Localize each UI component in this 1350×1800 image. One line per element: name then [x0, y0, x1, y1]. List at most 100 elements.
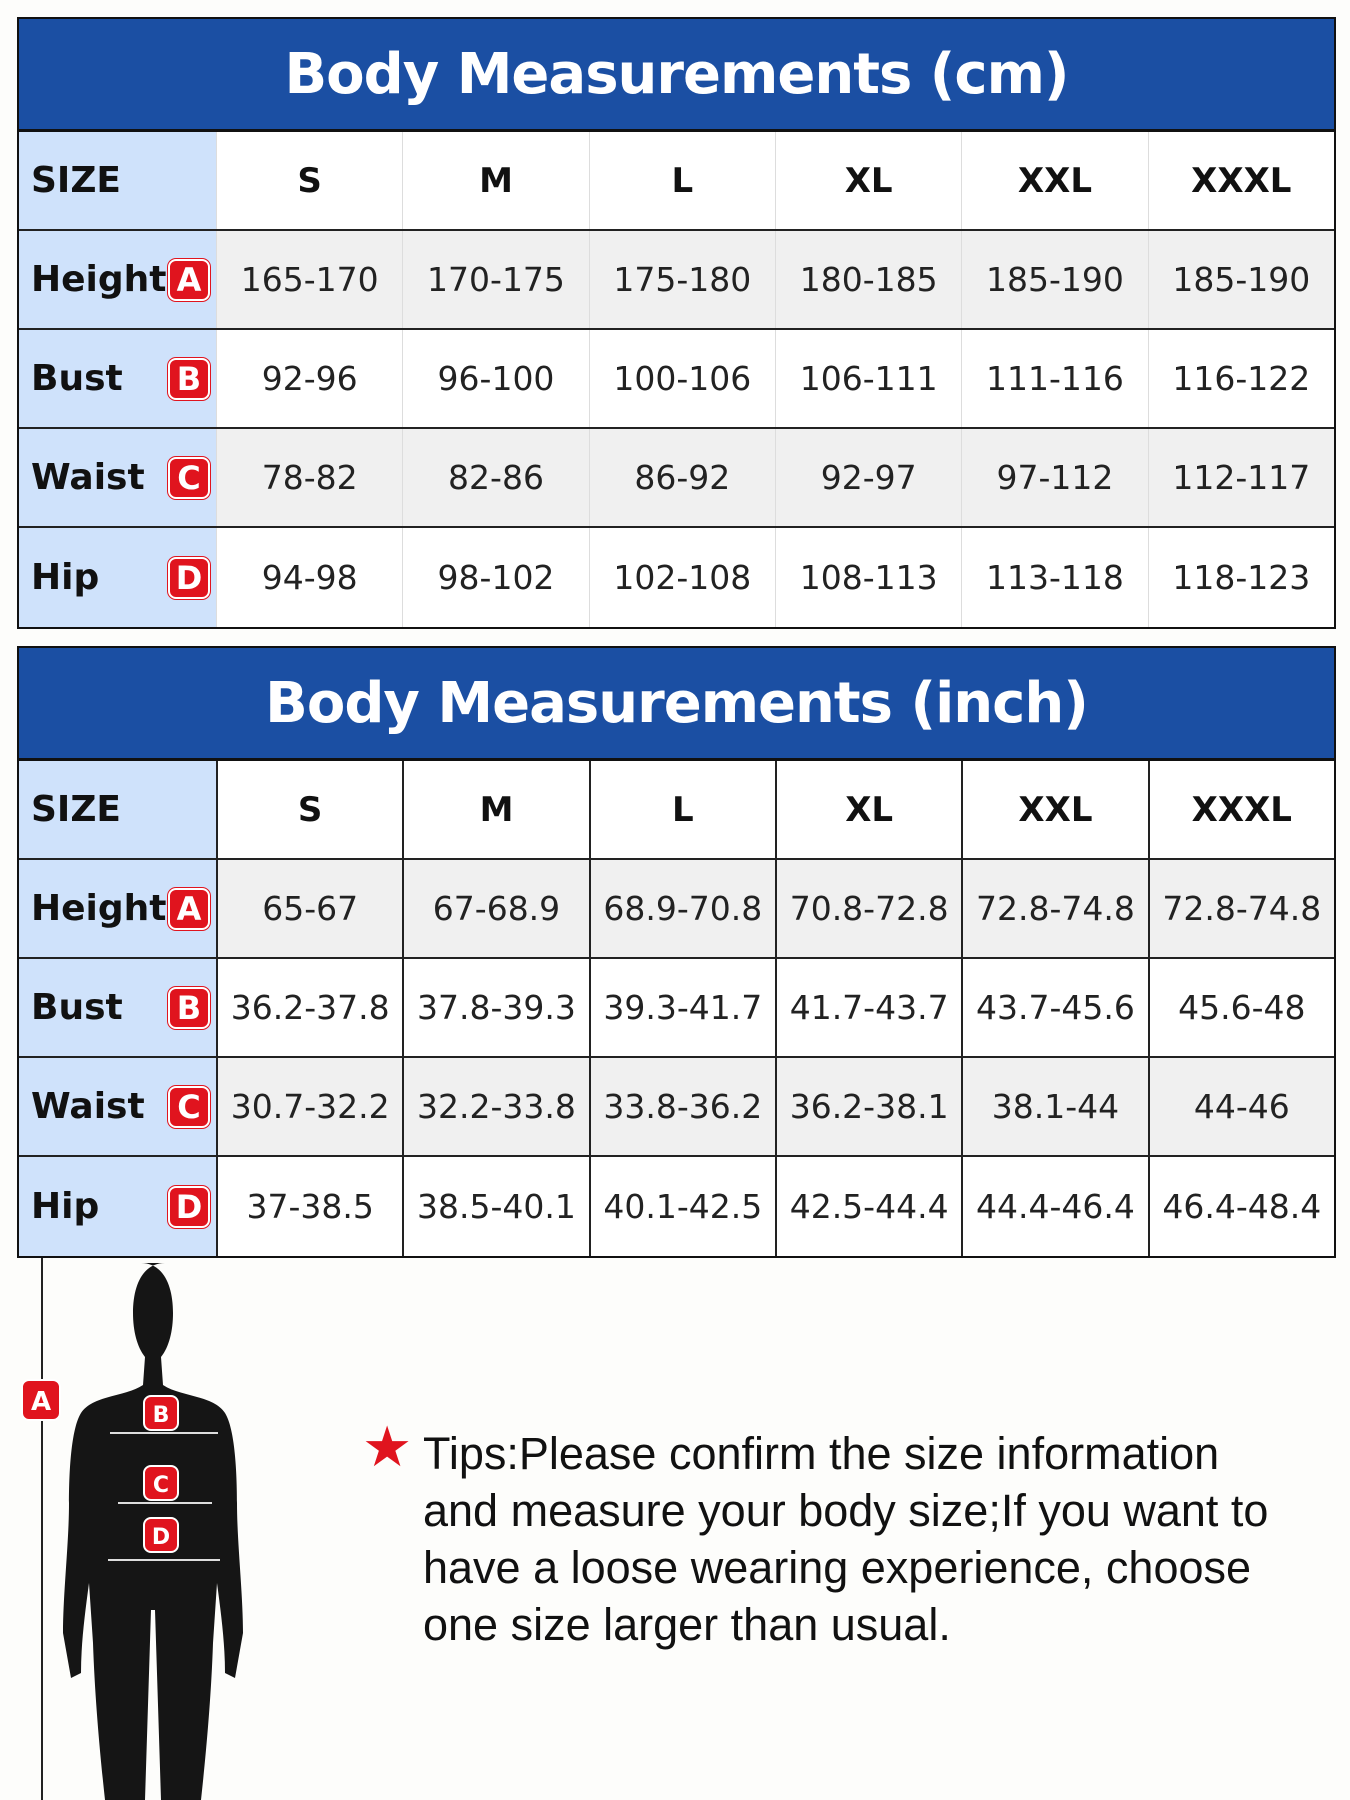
cm-table: Body Measurements (cm) SIZE S M L XL XXL XXXL He…	[17, 17, 1336, 629]
table-cell: 92-97	[774, 429, 962, 526]
size-label: SIZE	[19, 132, 216, 229]
table-cell: 38.1-44	[961, 1058, 1148, 1155]
table-cell: 82-86	[402, 429, 589, 526]
inch-table: Body Measurements (inch) SIZE S M L XL XXL XXXL…	[17, 646, 1336, 1258]
badge-d: D	[143, 1517, 179, 1553]
table-cell: 68.9-70.8	[588, 860, 775, 957]
badge-icon: A	[168, 258, 210, 301]
star-icon: ★	[362, 1415, 413, 1480]
table-cell: 97-112	[961, 429, 1148, 526]
table-cell: 102-108	[588, 528, 775, 627]
badge-icon: C	[168, 1085, 210, 1128]
row-label-text: Bust	[31, 987, 123, 1028]
table-cell: 40.1-42.5	[588, 1157, 775, 1256]
table-title: Body Measurements (inch)	[19, 648, 1334, 761]
badge-icon: C	[168, 456, 210, 499]
tips-text: Tips:Please confirm the size information…	[423, 1428, 1269, 1650]
table-cell: 92-96	[216, 330, 403, 427]
table-cell: 98-102	[402, 528, 589, 627]
row-label: Bust B	[19, 959, 216, 1056]
size-header-cell: XXXL	[1147, 761, 1334, 858]
table-cell: 112-117	[1147, 429, 1334, 526]
size-header-cell: S	[216, 761, 403, 858]
table-cell: 41.7-43.7	[774, 959, 962, 1056]
table-cell: 38.5-40.1	[402, 1157, 589, 1256]
size-header-row: SIZE S M L XL XXL XXXL	[19, 761, 1334, 860]
badge-icon: B	[168, 986, 210, 1029]
table-cell: 30.7-32.2	[216, 1058, 403, 1155]
table-cell: 70.8-72.8	[774, 860, 962, 957]
row-label: Height A	[19, 860, 216, 957]
size-header-cell: XL	[774, 132, 962, 229]
size-label: SIZE	[19, 761, 216, 858]
table-cell: 108-113	[774, 528, 962, 627]
row-label: Hip D	[19, 1157, 216, 1256]
size-header-row: SIZE S M L XL XXL XXXL	[19, 132, 1334, 231]
size-header-cell: M	[402, 132, 589, 229]
table-cell: 36.2-37.8	[216, 959, 403, 1056]
table-cell: 96-100	[402, 330, 589, 427]
row-label-text: Bust	[31, 358, 123, 399]
size-header-cell: L	[588, 132, 775, 229]
row-label: Waist C	[19, 429, 216, 526]
table-row: Height A 165-170 170-175 175-180 180-185 185-1…	[19, 231, 1334, 330]
table-cell: 72.8-74.8	[961, 860, 1148, 957]
table-cell: 44-46	[1147, 1058, 1334, 1155]
table-cell: 78-82	[216, 429, 403, 526]
badge-icon: B	[168, 357, 210, 400]
table-cell: 113-118	[961, 528, 1148, 627]
table-cell: 37-38.5	[216, 1157, 403, 1256]
table-cell: 118-123	[1147, 528, 1334, 627]
table-row: Bust B 92-96 96-100 100-106 106-111 111-116 116…	[19, 330, 1334, 429]
table-cell: 111-116	[961, 330, 1148, 427]
badge-icon: D	[168, 1185, 210, 1228]
table-cell: 185-190	[961, 231, 1148, 328]
row-label: Height A	[19, 231, 216, 328]
table-cell: 65-67	[216, 860, 403, 957]
table-row: Hip D 37-38.5 38.5-40.1 40.1-42.5 42.5-44.4 44…	[19, 1157, 1334, 1256]
table-cell: 45.6-48	[1147, 959, 1334, 1056]
svg-text:B: B	[153, 1403, 170, 1428]
table-cell: 42.5-44.4	[774, 1157, 962, 1256]
badge-icon: A	[168, 887, 210, 930]
table-cell: 170-175	[402, 231, 589, 328]
table-cell: 43.7-45.6	[961, 959, 1148, 1056]
size-header-cell: M	[402, 761, 589, 858]
table-cell: 72.8-74.8	[1147, 860, 1334, 957]
svg-text:C: C	[153, 1473, 169, 1498]
row-label-text: Waist	[31, 457, 145, 498]
body-silhouette-figure: A B C D	[21, 1258, 243, 1800]
row-label: Bust B	[19, 330, 216, 427]
table-cell: 100-106	[588, 330, 775, 427]
row-label-text: Height	[31, 259, 167, 300]
table-row: Waist C 30.7-32.2 32.2-33.8 33.8-36.2 36.2-38…	[19, 1058, 1334, 1157]
size-header-cell: S	[216, 132, 403, 229]
badge-c: C	[143, 1465, 179, 1501]
table-cell: 116-122	[1147, 330, 1334, 427]
table-row: Hip D 94-98 98-102 102-108 108-113 113-118 118-…	[19, 528, 1334, 627]
row-label: Waist C	[19, 1058, 216, 1155]
row-label-text: Waist	[31, 1086, 145, 1127]
size-header-cell: XXL	[961, 132, 1148, 229]
svg-text:D: D	[152, 1525, 170, 1550]
size-header-cell: L	[588, 761, 775, 858]
row-label-text: Height	[31, 888, 167, 929]
row-label-text: Hip	[31, 557, 100, 598]
size-header-cell: XXL	[961, 761, 1148, 858]
badge-a: A	[21, 1379, 61, 1421]
table-cell: 46.4-48.4	[1147, 1157, 1334, 1256]
table-cell: 165-170	[216, 231, 403, 328]
table-cell: 106-111	[774, 330, 962, 427]
table-row: Waist C 78-82 82-86 86-92 92-97 97-112 112-117	[19, 429, 1334, 528]
table-row: Bust B 36.2-37.8 37.8-39.3 39.3-41.7 41.7-43.…	[19, 959, 1334, 1058]
table-row: Height A 65-67 67-68.9 68.9-70.8 70.8-72.8 72.…	[19, 860, 1334, 959]
table-cell: 180-185	[774, 231, 962, 328]
table-cell: 36.2-38.1	[774, 1058, 962, 1155]
badge-icon: D	[168, 556, 210, 599]
table-cell: 185-190	[1147, 231, 1334, 328]
table-cell: 32.2-33.8	[402, 1058, 589, 1155]
table-cell: 86-92	[588, 429, 775, 526]
table-cell: 175-180	[588, 231, 775, 328]
table-cell: 33.8-36.2	[588, 1058, 775, 1155]
table-title: Body Measurements (cm)	[19, 19, 1334, 132]
